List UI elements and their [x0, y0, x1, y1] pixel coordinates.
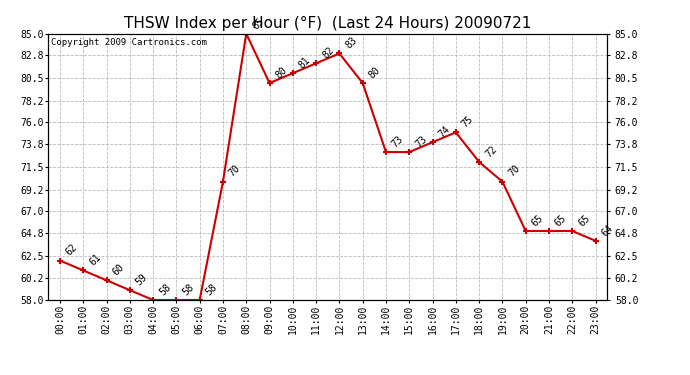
Text: 82: 82	[320, 45, 335, 60]
Text: 65: 65	[530, 213, 545, 228]
Text: 58: 58	[181, 282, 196, 297]
Text: 64: 64	[600, 223, 615, 238]
Text: 65: 65	[576, 213, 592, 228]
Text: 80: 80	[274, 65, 289, 80]
Text: 80: 80	[367, 65, 382, 80]
Text: 73: 73	[413, 134, 428, 149]
Text: 70: 70	[506, 164, 522, 179]
Text: 58: 58	[204, 282, 219, 297]
Text: 81: 81	[297, 55, 313, 70]
Text: 70: 70	[227, 164, 242, 179]
Text: 83: 83	[344, 35, 359, 51]
Text: 61: 61	[88, 252, 103, 268]
Text: 74: 74	[437, 124, 452, 140]
Text: 72: 72	[483, 144, 499, 159]
Text: 59: 59	[134, 272, 149, 287]
Text: Copyright 2009 Cartronics.com: Copyright 2009 Cartronics.com	[51, 38, 207, 47]
Title: THSW Index per Hour (°F)  (Last 24 Hours) 20090721: THSW Index per Hour (°F) (Last 24 Hours)…	[124, 16, 531, 31]
Text: 58: 58	[157, 282, 172, 297]
Text: 75: 75	[460, 114, 475, 130]
Text: 85: 85	[250, 16, 266, 31]
Text: 65: 65	[553, 213, 569, 228]
Text: 73: 73	[390, 134, 406, 149]
Text: 60: 60	[110, 262, 126, 278]
Text: 62: 62	[64, 242, 79, 258]
